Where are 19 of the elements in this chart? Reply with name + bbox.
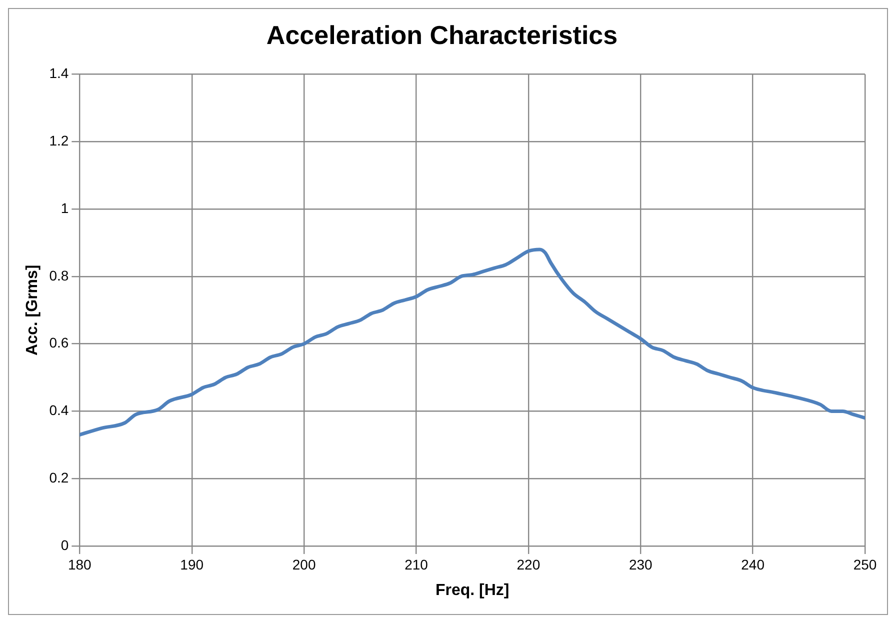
- x-tick-label: 240: [741, 556, 765, 572]
- y-tick-label: 0.2: [49, 469, 69, 486]
- x-tick-label: 220: [516, 556, 540, 572]
- x-tick-label: 180: [68, 556, 92, 572]
- x-tick-label: 200: [292, 556, 316, 572]
- x-tick-label: 190: [180, 556, 204, 572]
- y-tick-label: 0.8: [49, 267, 69, 284]
- y-tick-label: 0.4: [49, 402, 69, 418]
- y-tick-label: 1.2: [49, 132, 69, 148]
- y-tick-label: 0: [60, 536, 69, 553]
- chart-title: Acceleration Characteristics: [266, 20, 618, 50]
- y-tick-label: 1: [60, 200, 69, 216]
- x-tick-label: 210: [404, 556, 428, 572]
- x-axis-title: Freq. [Hz]: [435, 582, 510, 599]
- x-tick-label: 230: [628, 556, 653, 572]
- y-tick-label: 0.6: [49, 334, 69, 351]
- x-tick-label: 250: [853, 556, 877, 572]
- y-axis-title: Acc. [Grms]: [24, 264, 42, 356]
- y-tick-label: 1.4: [49, 65, 69, 82]
